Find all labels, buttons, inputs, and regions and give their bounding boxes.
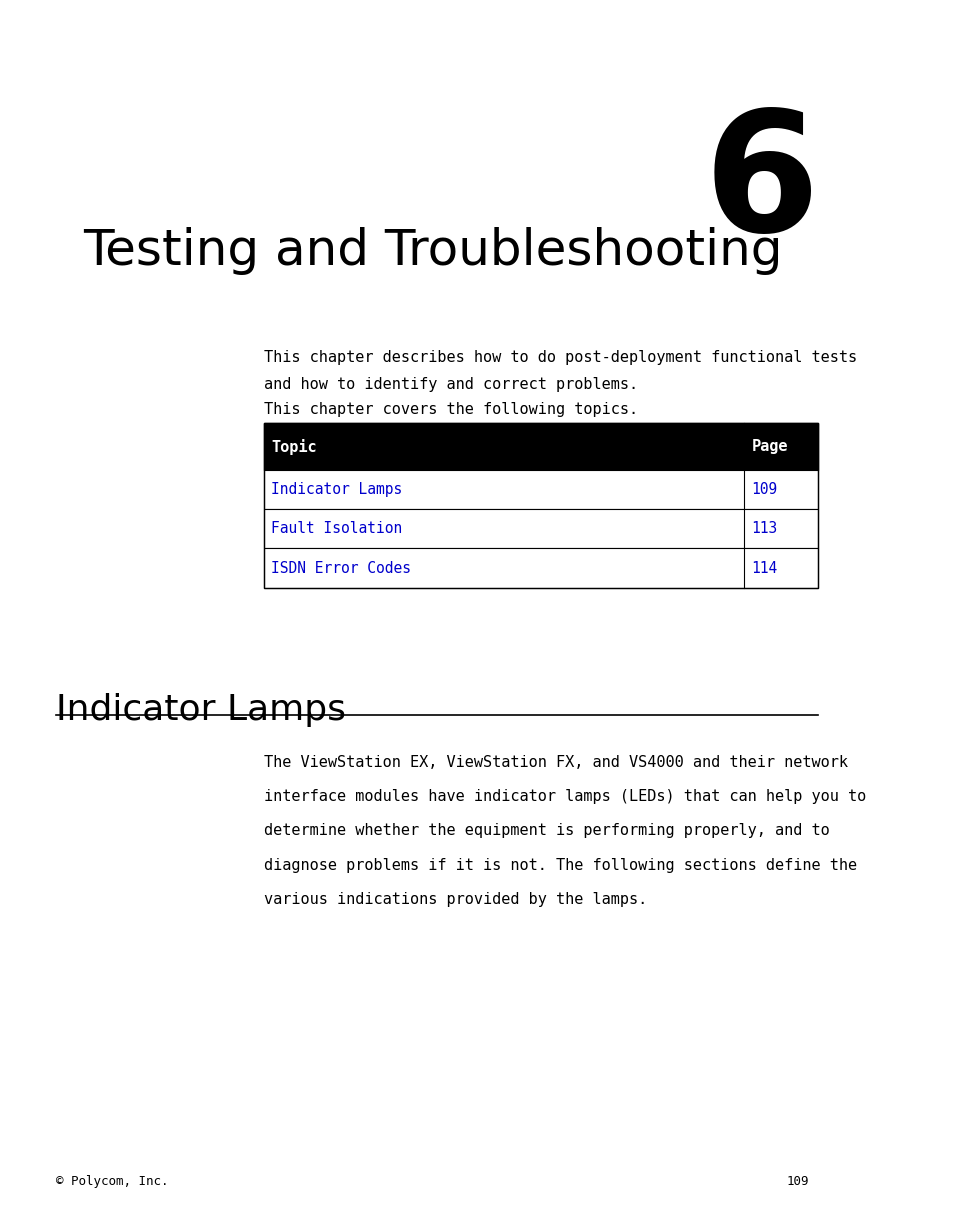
Text: determine whether the equipment is performing properly, and to: determine whether the equipment is perfo… <box>264 823 829 838</box>
FancyBboxPatch shape <box>264 548 817 588</box>
Text: The ViewStation EX, ViewStation FX, and VS4000 and their network: The ViewStation EX, ViewStation FX, and … <box>264 755 847 769</box>
Text: Fault Isolation: Fault Isolation <box>271 521 402 536</box>
Text: 113: 113 <box>751 521 777 536</box>
Text: © Polycom, Inc.: © Polycom, Inc. <box>56 1174 169 1188</box>
Text: 114: 114 <box>751 561 777 575</box>
Text: Topic: Topic <box>271 438 316 455</box>
Text: This chapter covers the following topics.: This chapter covers the following topics… <box>264 402 638 417</box>
Text: 109: 109 <box>751 482 777 497</box>
Text: Indicator Lamps: Indicator Lamps <box>271 482 402 497</box>
Text: Testing and Troubleshooting: Testing and Troubleshooting <box>83 227 781 275</box>
Text: Indicator Lamps: Indicator Lamps <box>56 693 346 728</box>
Text: and how to identify and correct problems.: and how to identify and correct problems… <box>264 377 638 391</box>
Text: interface modules have indicator lamps (LEDs) that can help you to: interface modules have indicator lamps (… <box>264 789 865 804</box>
FancyBboxPatch shape <box>264 509 817 548</box>
Text: various indications provided by the lamps.: various indications provided by the lamp… <box>264 892 646 907</box>
Text: Page: Page <box>751 439 787 454</box>
Text: This chapter describes how to do post-deployment functional tests: This chapter describes how to do post-de… <box>264 350 856 364</box>
Text: diagnose problems if it is not. The following sections define the: diagnose problems if it is not. The foll… <box>264 858 856 872</box>
Text: 109: 109 <box>786 1174 808 1188</box>
FancyBboxPatch shape <box>264 470 817 509</box>
Text: ISDN Error Codes: ISDN Error Codes <box>271 561 411 575</box>
FancyBboxPatch shape <box>264 423 817 470</box>
Text: 6: 6 <box>703 104 819 267</box>
